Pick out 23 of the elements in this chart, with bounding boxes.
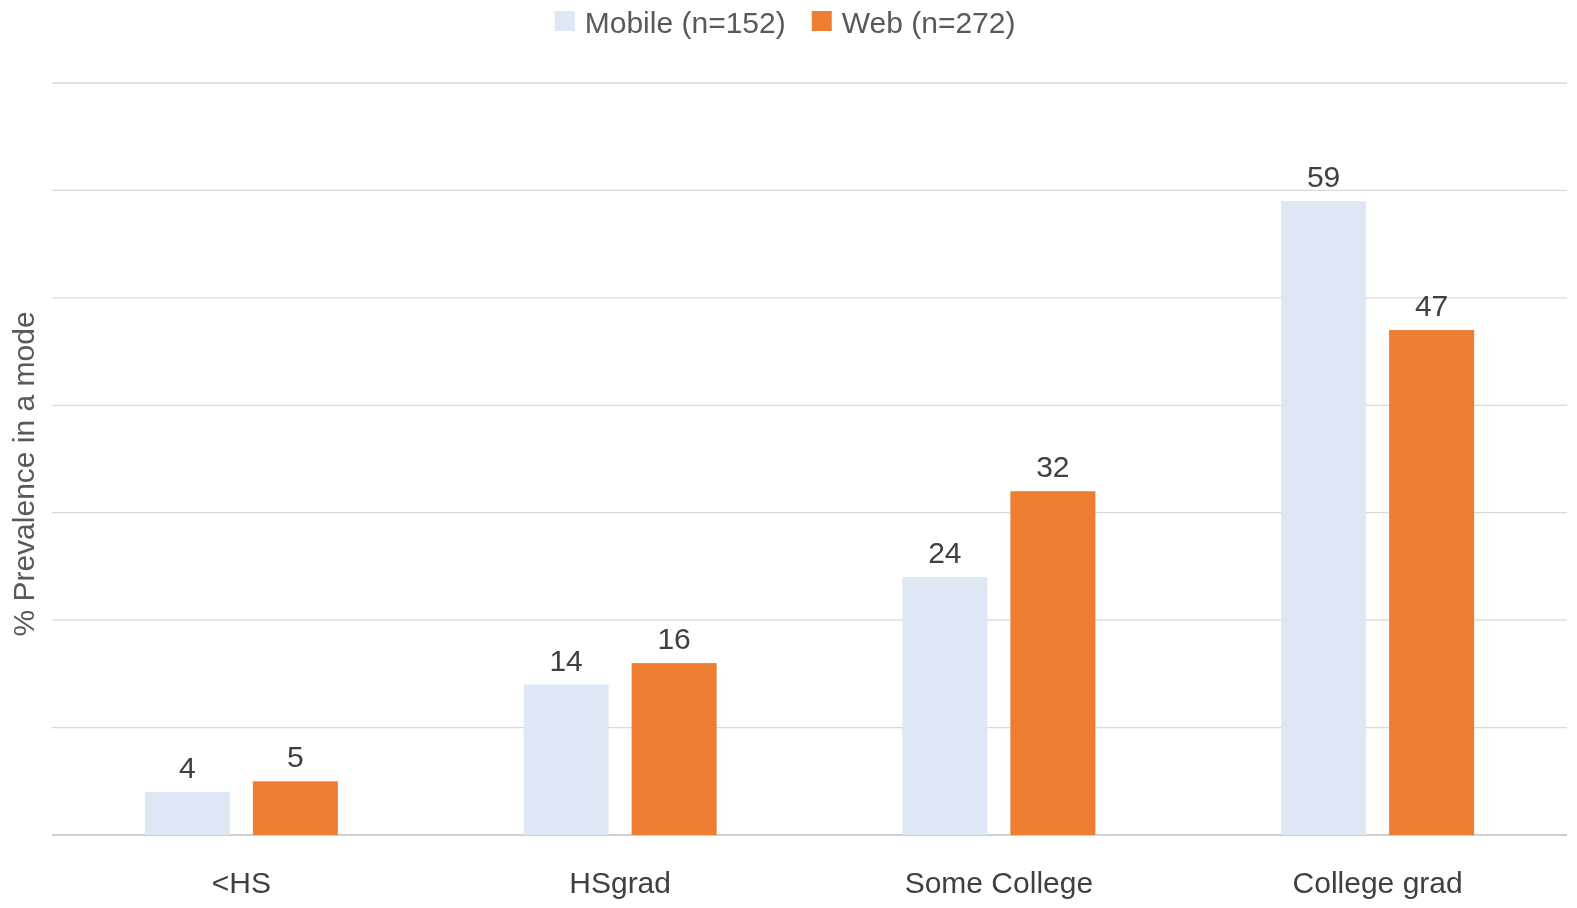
data-label: 59 [1306, 160, 1341, 194]
data-label: 32 [1036, 450, 1070, 484]
x-tick-label: <HS [211, 866, 271, 899]
bar [252, 781, 338, 835]
data-label: 14 [549, 643, 583, 677]
x-tick-label: HSgrad [569, 866, 671, 899]
x-tick-label: College grad [1292, 866, 1463, 899]
bar [1281, 201, 1367, 835]
legend-label: Web (n=272) [841, 5, 1016, 39]
bar [523, 684, 609, 835]
bar [631, 663, 717, 835]
bar [1389, 330, 1475, 835]
data-label: 16 [657, 622, 691, 656]
data-label: 4 [179, 751, 196, 785]
bar [1010, 491, 1096, 835]
x-tick-label: Some College [904, 866, 1094, 899]
bar [902, 577, 988, 835]
data-label: 47 [1414, 289, 1449, 323]
data-label: 5 [287, 740, 304, 774]
y-axis-title: % Prevalence in a mode [7, 311, 40, 637]
bar [144, 792, 230, 835]
data-label: 24 [928, 536, 962, 570]
legend-label: Mobile (n=152) [584, 5, 786, 39]
